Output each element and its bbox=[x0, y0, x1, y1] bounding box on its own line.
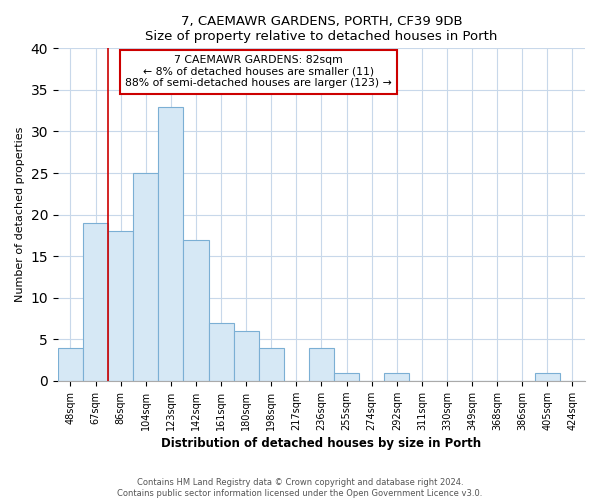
Text: 7 CAEMAWR GARDENS: 82sqm
← 8% of detached houses are smaller (11)
88% of semi-de: 7 CAEMAWR GARDENS: 82sqm ← 8% of detache… bbox=[125, 55, 392, 88]
Bar bbox=[259, 348, 284, 381]
X-axis label: Distribution of detached houses by size in Porth: Distribution of detached houses by size … bbox=[161, 437, 482, 450]
Bar bbox=[158, 106, 184, 381]
Bar bbox=[309, 348, 334, 381]
Bar bbox=[209, 322, 233, 381]
Bar bbox=[334, 372, 359, 381]
Bar bbox=[535, 372, 560, 381]
Bar bbox=[233, 331, 259, 381]
Bar bbox=[108, 231, 133, 381]
Bar bbox=[58, 348, 83, 381]
Title: 7, CAEMAWR GARDENS, PORTH, CF39 9DB
Size of property relative to detached houses: 7, CAEMAWR GARDENS, PORTH, CF39 9DB Size… bbox=[145, 15, 497, 43]
Bar bbox=[384, 372, 409, 381]
Y-axis label: Number of detached properties: Number of detached properties bbox=[15, 127, 25, 302]
Text: Contains HM Land Registry data © Crown copyright and database right 2024.
Contai: Contains HM Land Registry data © Crown c… bbox=[118, 478, 482, 498]
Bar bbox=[133, 173, 158, 381]
Bar bbox=[83, 223, 108, 381]
Bar bbox=[184, 240, 209, 381]
